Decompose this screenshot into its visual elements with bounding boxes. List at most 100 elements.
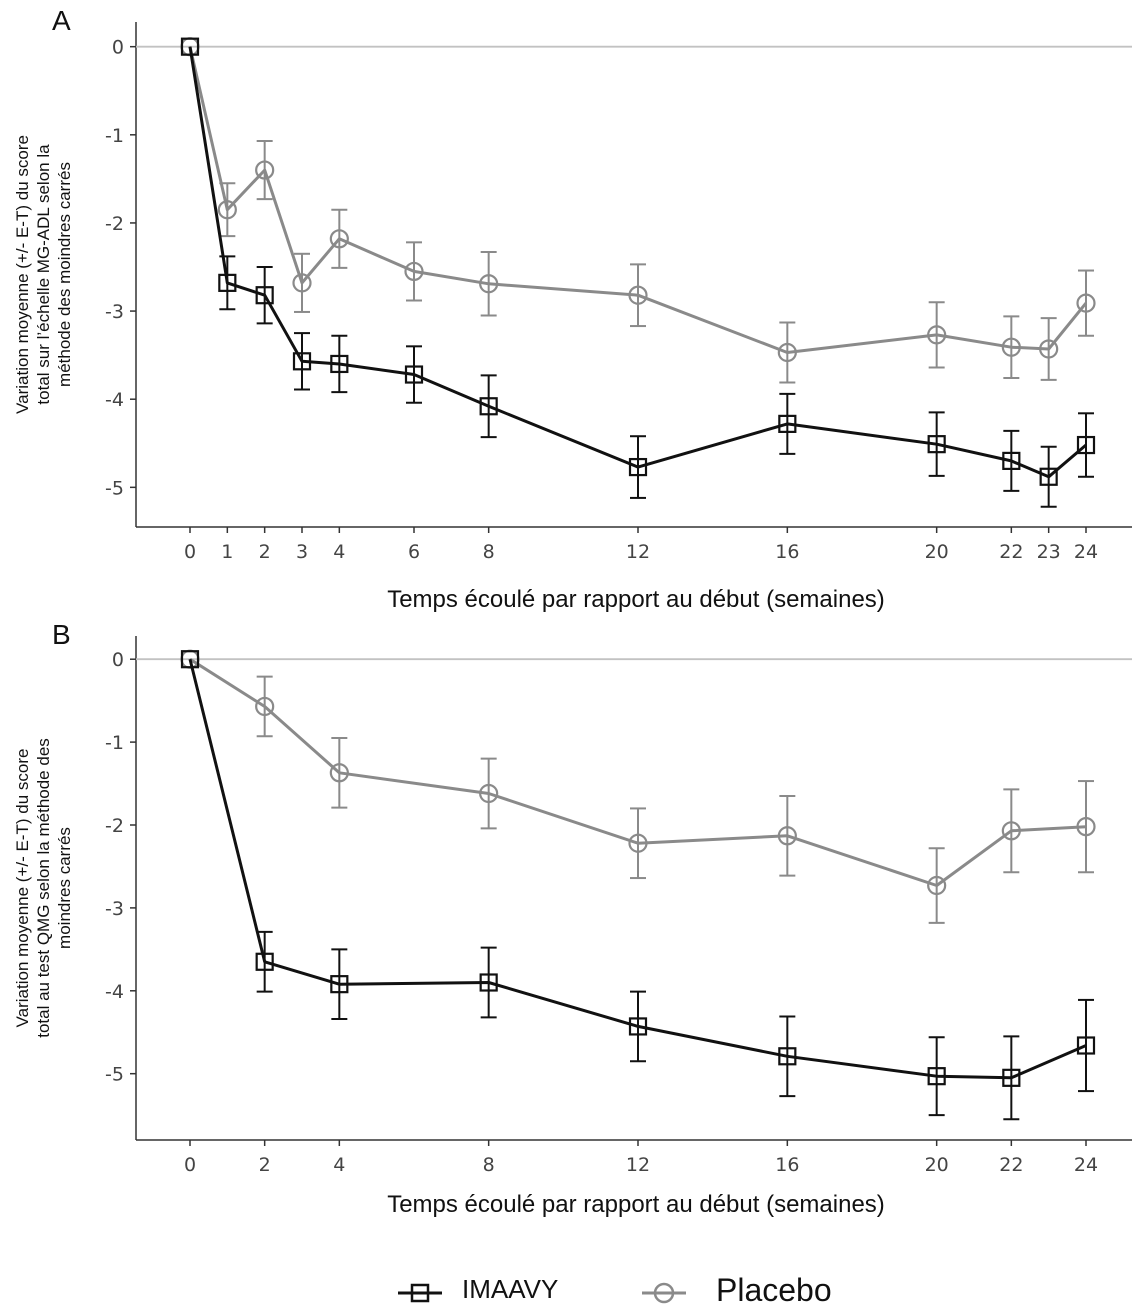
panel-a-axes [135,22,1132,528]
legend-placebo-label: Placebo [716,1272,832,1304]
y-tick-label: -4 [105,389,124,411]
x-tick-label: 3 [296,541,308,563]
y-axis-label-line: méthode des moindres carrés [55,162,74,387]
data-point-placebo [1001,337,1021,357]
data-point-placebo [628,285,648,305]
x-tick-label: 20 [925,1154,949,1176]
x-tick-label: 22 [999,1154,1023,1176]
y-axis-label-line: Variation moyenne (+/- E-T) du score [13,749,32,1028]
data-point-imaavy [1002,1068,1021,1087]
panel-a-y-axis-label: Variation moyenne (+/- E-T) du score tota… [13,135,74,414]
data-point-imaavy [1002,451,1021,471]
data-point-imaavy [778,1047,797,1066]
y-tick-label: -5 [105,477,124,499]
data-point-placebo [255,696,275,717]
y-axis-label-line: moindres carrés [55,827,74,949]
data-point-placebo [927,325,947,345]
data-point-imaavy [180,37,200,56]
data-point-imaavy [255,286,274,305]
data-point-placebo [479,274,499,294]
panel-a-chart: A Variation moyenne (+/- E-T) du score to… [13,5,1132,613]
x-tick-label: 8 [483,541,495,563]
data-point-imaavy [927,1067,946,1086]
x-tick-label: 4 [333,541,345,563]
x-tick-label: 0 [184,541,196,563]
data-point-placebo [1076,293,1096,313]
panel-a-x-ticks: 0 1 2 3 4 6 8 12 16 20 22 23 24 [184,527,1098,563]
x-tick-label: 6 [408,541,420,563]
x-tick-label: 24 [1074,1154,1098,1176]
data-point-imaavy [628,1017,648,1036]
y-tick-label: -3 [105,898,124,920]
x-tick-label: 8 [483,1154,495,1176]
data-point-placebo [329,763,349,783]
y-tick-label: -5 [105,1064,124,1086]
data-point-imaavy [1039,467,1058,486]
y-tick-label: -2 [105,213,124,235]
data-point-placebo [927,875,947,896]
series-line-imaavy [188,46,1087,479]
panel-a-x-axis-label: Temps écoulé par rapport au début (semai… [387,586,885,613]
data-point-placebo [217,200,237,220]
legend-item-imaavy: IMAAVY [398,1274,558,1304]
data-point-placebo [479,783,499,804]
legend-imaavy-label: IMAAVY [462,1274,558,1304]
data-point-placebo [329,229,349,249]
data-point-imaavy [180,650,200,669]
panel-b-letter: B [52,619,71,650]
y-tick-label: -4 [105,981,124,1003]
legend: IMAAVY Placebo [398,1272,832,1304]
series-imaavy [180,650,1096,1121]
x-tick-label: 2 [259,1154,271,1176]
data-point-placebo [777,826,797,846]
x-tick-label: 23 [1037,541,1061,563]
x-tick-label: 1 [221,541,233,563]
x-tick-label: 22 [999,541,1023,563]
series-placebo [180,37,1096,384]
data-point-placebo [404,261,424,282]
x-tick-label: 20 [925,541,949,563]
legend-item-placebo: Placebo [642,1272,832,1304]
data-point-imaavy [1076,435,1096,455]
series-imaavy [180,37,1096,508]
data-point-imaavy [1076,1036,1096,1055]
panel-a-y-ticks: 0 -1 -2 -3 -4 -5 [105,37,136,499]
y-tick-label: 0 [112,37,124,59]
y-tick-label: -3 [105,301,124,323]
x-tick-label: 12 [626,541,650,563]
series-placebo [180,649,1096,924]
panel-b-y-ticks: 0 -1 -2 -3 -4 -5 [105,649,136,1086]
data-point-imaavy [255,952,274,971]
panel-a-letter: A [52,5,71,36]
y-tick-label: -2 [105,815,124,837]
panel-b-x-ticks: 0 2 4 8 12 16 20 22 24 [184,1140,1098,1176]
x-tick-label: 16 [775,541,799,563]
panel-b-chart: B Variation moyenne (+/- E-T) du score to… [13,619,1132,1218]
x-tick-label: 24 [1074,541,1098,563]
data-point-imaavy [778,414,797,433]
panel-a-series [180,37,1096,508]
data-point-placebo [1039,339,1059,359]
data-point-imaavy [292,352,312,371]
x-tick-label: 4 [333,1154,345,1176]
data-point-placebo [1076,817,1096,837]
y-tick-label: -1 [105,732,124,754]
data-point-placebo [292,273,312,293]
data-point-imaavy [330,354,349,374]
x-tick-label: 16 [775,1154,799,1176]
panel-b-x-axis-label: Temps écoulé par rapport au début (semai… [387,1191,885,1218]
data-point-placebo [628,833,648,853]
x-tick-label: 2 [259,541,271,563]
data-point-placebo [777,342,797,363]
y-tick-label: -1 [105,125,124,147]
y-axis-label-line: total sur l’échelle MG-ADL selon la [34,144,53,405]
data-point-imaavy [330,975,349,994]
x-tick-label: 12 [626,1154,650,1176]
y-axis-label-group: Variation moyenne (+/- E-T) du score tota… [13,738,74,1038]
y-axis-label-line: Variation moyenne (+/- E-T) du score [13,135,32,414]
data-point-imaavy [218,273,237,292]
data-point-imaavy [927,435,946,454]
y-tick-label: 0 [112,649,124,671]
data-point-imaavy [628,457,648,477]
